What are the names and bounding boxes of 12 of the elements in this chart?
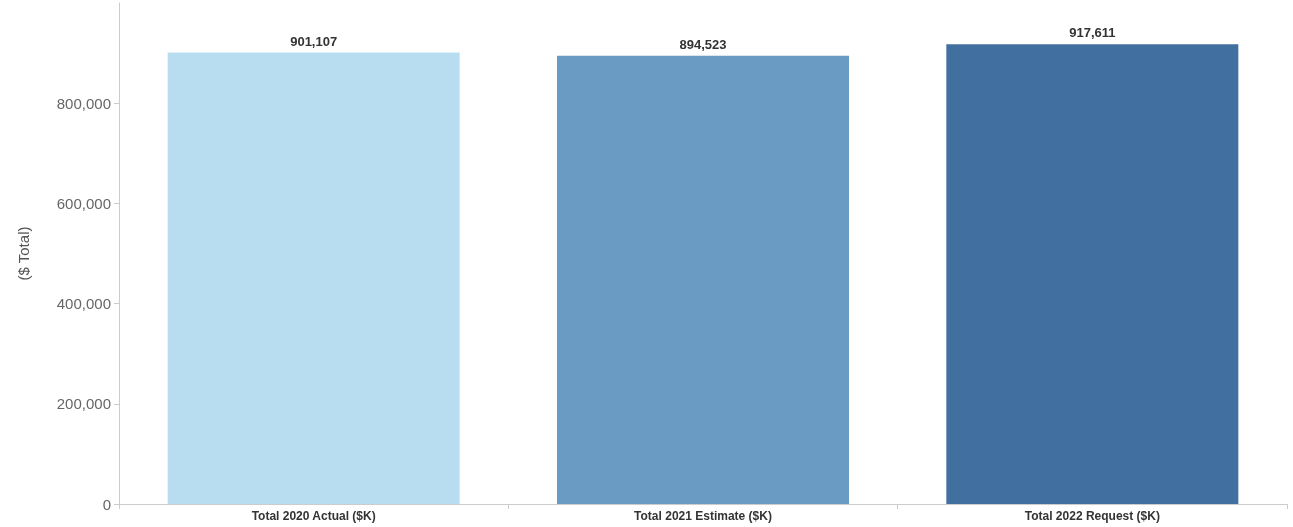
y-tick-label: 200,000 [56,395,111,413]
x-tick-label: Total 2021 Estimate ($K) [634,509,772,523]
x-tick-label: Total 2020 Actual ($K) [251,509,376,523]
data-label: 917,611 [1069,25,1116,41]
y-tick-label: 0 [102,495,111,513]
y-tick-label: 400,000 [56,295,111,313]
y-axis-title: ($ Total) [15,226,32,281]
data-label: 894,523 [679,36,727,52]
x-tick-label: Total 2022 Request ($K) [1024,509,1160,523]
y-tick-label: 800,000 [56,94,111,112]
data-label: 901,107 [290,33,338,49]
y-tick-label: 600,000 [56,194,111,212]
